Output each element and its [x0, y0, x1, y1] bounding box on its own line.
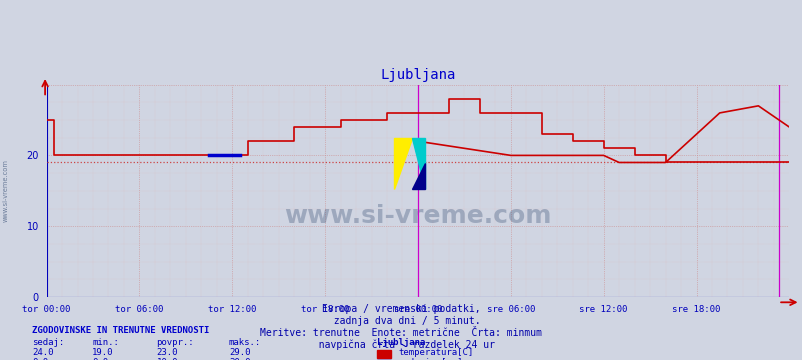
- Text: 0.0: 0.0: [32, 358, 48, 360]
- Text: 19.0: 19.0: [92, 348, 114, 357]
- Text: Evropa / vremenski podatki,: Evropa / vremenski podatki,: [322, 304, 480, 314]
- Text: ZGODOVINSKE IN TRENUTNE VREDNOSTI: ZGODOVINSKE IN TRENUTNE VREDNOSTI: [32, 326, 209, 335]
- Text: zadnja dva dni / 5 minut.: zadnja dva dni / 5 minut.: [322, 316, 480, 326]
- Title: Ljubljana: Ljubljana: [380, 68, 455, 82]
- Text: navpična črta - razdelek 24 ur: navpična črta - razdelek 24 ur: [307, 340, 495, 350]
- Polygon shape: [411, 138, 425, 189]
- Text: 10.0: 10.0: [156, 358, 178, 360]
- Text: padavine[mm]: padavine[mm]: [398, 358, 462, 360]
- Polygon shape: [394, 138, 411, 189]
- Text: www.si-vreme.com: www.si-vreme.com: [2, 159, 9, 222]
- Text: www.si-vreme.com: www.si-vreme.com: [284, 204, 551, 228]
- Text: 0.0: 0.0: [92, 358, 108, 360]
- Text: Ljubljana: Ljubljana: [377, 338, 425, 347]
- Polygon shape: [411, 163, 425, 189]
- Text: 20.0: 20.0: [229, 358, 250, 360]
- Text: Meritve: trenutne  Enote: metrične  Črta: minmum: Meritve: trenutne Enote: metrične Črta: …: [260, 328, 542, 338]
- Text: temperatura[C]: temperatura[C]: [398, 348, 473, 357]
- Text: povpr.:: povpr.:: [156, 338, 194, 347]
- Text: maks.:: maks.:: [229, 338, 261, 347]
- Text: 29.0: 29.0: [229, 348, 250, 357]
- Text: sedaj:: sedaj:: [32, 338, 64, 347]
- Text: min.:: min.:: [92, 338, 119, 347]
- Text: 23.0: 23.0: [156, 348, 178, 357]
- Text: 24.0: 24.0: [32, 348, 54, 357]
